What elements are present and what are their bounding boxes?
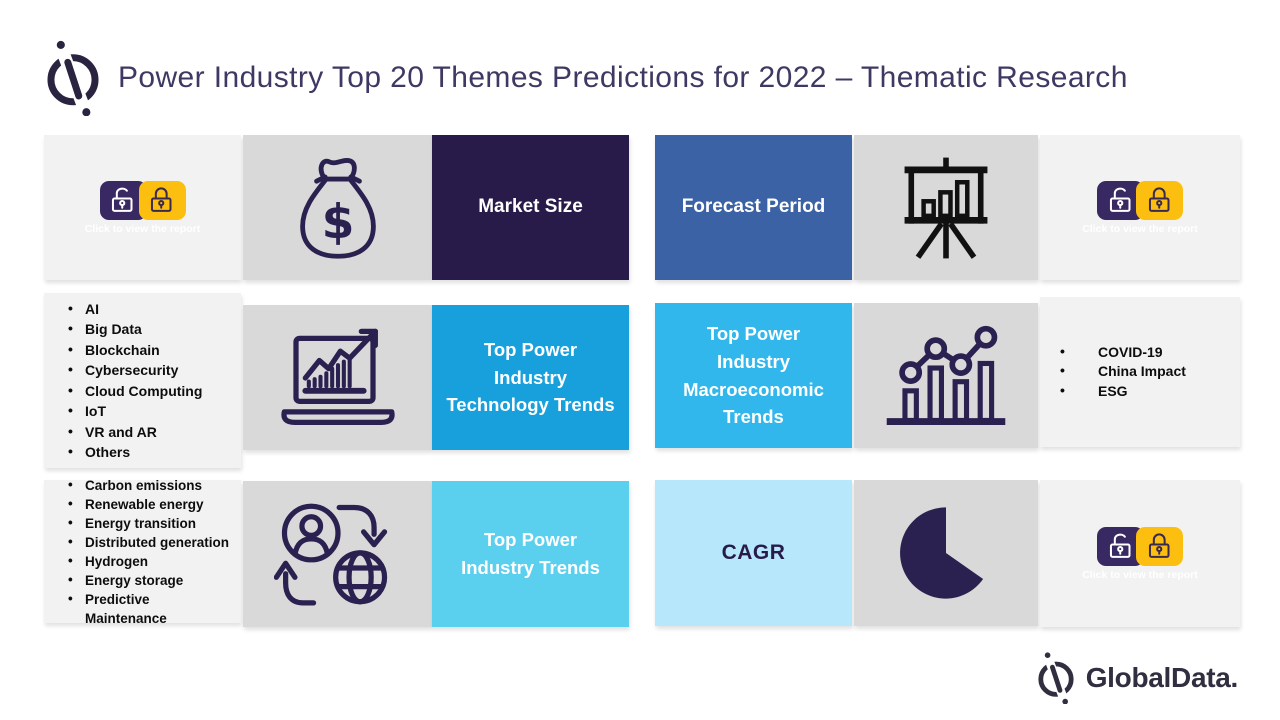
lock-caption: Click to view the report (1082, 222, 1198, 235)
report-lock-panel-1: Click to view the report (44, 135, 241, 280)
list-item: ESG (1060, 381, 1186, 402)
lock-caption: Click to view the report (84, 222, 201, 235)
list-item: Energy transition (68, 513, 235, 533)
list-item: Others (68, 441, 202, 463)
industry-trends-panel: Top Power Industry Trends (432, 481, 629, 627)
view-report-button[interactable] (1097, 180, 1183, 220)
industry-trends-label: Top Power Industry Trends (461, 529, 600, 578)
view-report-button[interactable] (1097, 526, 1183, 566)
market-size-label: Market Size (478, 196, 583, 218)
forecast-period-panel: Forecast Period (655, 135, 852, 280)
industry-icon-panel (243, 481, 432, 627)
report-lock-panel-2: Click to view the report (1040, 135, 1240, 280)
technology-trends-panel: Top Power Industry Technology Trends (432, 305, 629, 450)
industry-themes-list: Carbon emissionsRenewable energyEnergy t… (44, 475, 241, 628)
svg-text:$: $ (321, 195, 354, 250)
lock-caption: Click to view the report (1082, 568, 1198, 581)
macroeconomic-themes-list: COVID-19China ImpactESG (1040, 342, 1192, 402)
forecast-icon-panel (854, 135, 1038, 280)
list-item: Big Data (68, 318, 202, 340)
market-size-icon-panel: $ (243, 135, 432, 280)
locked-icon (1136, 526, 1183, 566)
money-bag-icon: $ (299, 157, 376, 259)
cagr-icon-panel (854, 480, 1038, 626)
industry-themes-panel: Carbon emissionsRenewable energyEnergy t… (44, 475, 241, 626)
technology-trends-label: Top Power Industry Technology Trends (446, 338, 615, 416)
footer-brand: GlobalData. (1036, 652, 1238, 704)
person-globe-exchange-icon (273, 503, 387, 606)
list-item: Renewable energy (68, 494, 235, 514)
globaldata-logo-mark (47, 40, 99, 116)
laptop-growth-chart-icon (280, 328, 395, 425)
list-item: Cybersecurity (68, 359, 202, 381)
list-item: Cloud Computing (68, 380, 202, 402)
list-item: Distributed generation (68, 532, 235, 552)
forecast-period-label: Forecast Period (681, 196, 826, 218)
market-size-panel: Market Size (432, 135, 629, 280)
list-item: Carbon emissions (68, 475, 235, 495)
locked-icon (138, 180, 186, 220)
bar-chart-dots-trend-icon (886, 325, 1006, 425)
technology-themes-list: AIBig DataBlockchainCybersecurityCloud C… (44, 298, 208, 463)
technology-icon-panel (243, 305, 432, 450)
macroeconomic-icon-panel (854, 303, 1038, 448)
list-item: AI (68, 298, 202, 320)
report-lock-panel-3: Click to view the report (1040, 480, 1240, 627)
macroeconomic-themes-panel: COVID-19China ImpactESG (1040, 297, 1240, 447)
macroeconomic-trends-label: Top Power Industry Macroeconomic Trends (683, 323, 824, 428)
list-item: Blockchain (68, 339, 202, 361)
list-item: COVID-19 (1060, 342, 1186, 363)
list-item: Hydrogen (68, 551, 235, 571)
list-item: IoT (68, 400, 202, 422)
header: Power Industry Top 20 Themes Predictions… (44, 40, 1128, 116)
macroeconomic-trends-panel: Top Power Industry Macroeconomic Trends (655, 303, 852, 448)
cagr-panel: CAGR (655, 480, 852, 626)
page-title: Power Industry Top 20 Themes Predictions… (118, 61, 1128, 94)
list-item: Predictive Maintenance (68, 589, 235, 628)
pie-chart-icon (900, 507, 984, 599)
brand-wordmark: GlobalData. (1085, 662, 1239, 693)
list-item: VR and AR (68, 421, 202, 443)
presentation-easel-chart-icon (904, 157, 988, 259)
list-item: China Impact (1060, 361, 1186, 382)
locked-icon (1136, 180, 1183, 220)
view-report-button[interactable] (99, 180, 186, 220)
technology-themes-panel: AIBig DataBlockchainCybersecurityCloud C… (44, 293, 241, 468)
list-item: Energy storage (68, 570, 235, 590)
cagr-label: CAGR (721, 541, 786, 564)
globaldata-logo-mark (1038, 652, 1074, 704)
